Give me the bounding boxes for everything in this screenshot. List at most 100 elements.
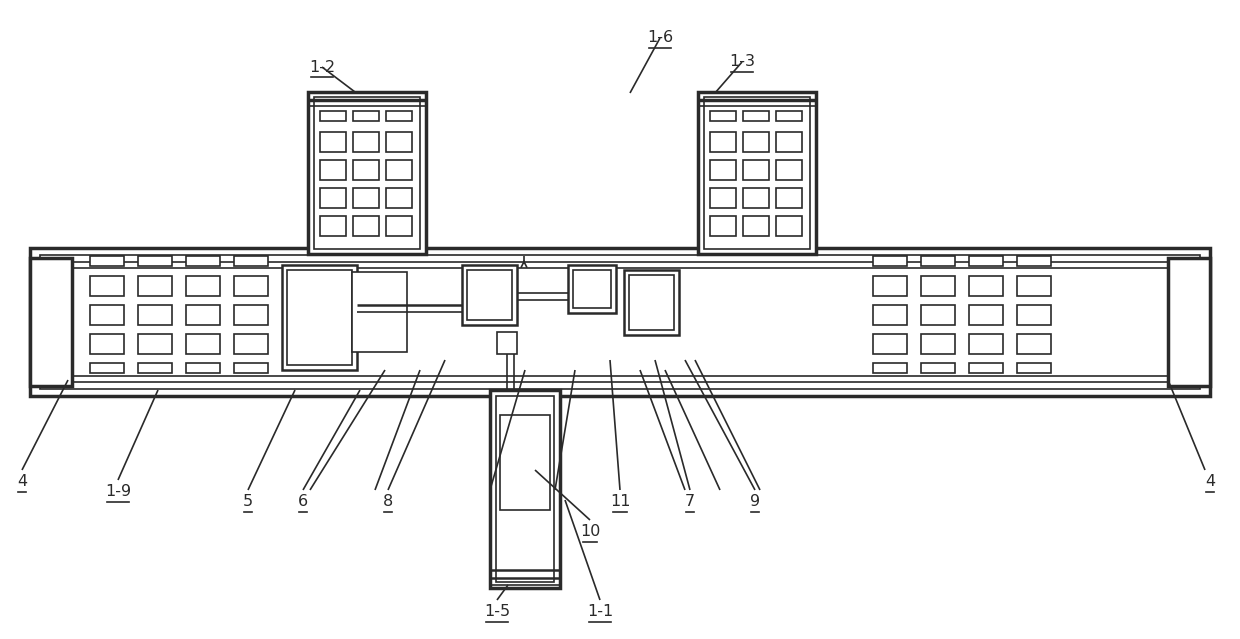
Bar [500, 415, 551, 510]
Bar [186, 363, 219, 373]
Bar [711, 111, 737, 121]
Bar [91, 305, 124, 325]
Text: 1-5: 1-5 [484, 604, 510, 619]
Text: 11: 11 [610, 495, 630, 509]
Text: 4: 4 [17, 475, 27, 489]
Bar [320, 132, 346, 152]
Bar [386, 160, 412, 180]
Bar [698, 92, 816, 254]
Bar [234, 334, 268, 354]
Bar [629, 275, 675, 330]
Bar [234, 276, 268, 296]
Bar [968, 363, 1003, 373]
Bar [314, 97, 420, 249]
Bar [776, 132, 802, 152]
Bar [743, 111, 769, 121]
Bar [496, 396, 554, 582]
Bar [711, 216, 737, 236]
Bar [711, 188, 737, 208]
Bar [30, 258, 72, 386]
Text: 1-9: 1-9 [105, 484, 131, 500]
Bar [921, 276, 955, 296]
Bar [40, 255, 1200, 389]
Bar [353, 132, 379, 152]
Bar [386, 188, 412, 208]
Bar [1017, 256, 1052, 266]
Bar [921, 305, 955, 325]
Bar [776, 111, 802, 121]
Bar [776, 216, 802, 236]
Text: 5: 5 [243, 495, 253, 509]
Bar [386, 111, 412, 121]
Bar [704, 97, 810, 249]
Bar [776, 160, 802, 180]
Bar [320, 188, 346, 208]
Bar [320, 111, 346, 121]
Bar [873, 256, 906, 266]
Bar [624, 270, 680, 335]
Bar [353, 160, 379, 180]
Text: 7: 7 [684, 495, 696, 509]
Bar [1017, 363, 1052, 373]
Bar [138, 363, 172, 373]
Bar [138, 305, 172, 325]
Bar [463, 265, 517, 325]
Bar [308, 92, 427, 254]
Bar [968, 256, 1003, 266]
Bar [320, 160, 346, 180]
Bar [234, 305, 268, 325]
Bar [497, 332, 517, 354]
Bar [286, 270, 352, 365]
Bar [968, 276, 1003, 296]
Bar [234, 256, 268, 266]
Text: 1-3: 1-3 [729, 54, 755, 70]
Bar [467, 270, 512, 320]
Text: 1-1: 1-1 [587, 604, 613, 619]
Bar [743, 188, 769, 208]
Bar [91, 276, 124, 296]
Bar [186, 334, 219, 354]
Bar [352, 272, 407, 352]
Bar [743, 216, 769, 236]
Bar [281, 265, 357, 370]
Text: 10: 10 [580, 525, 600, 539]
Bar [1017, 276, 1052, 296]
Bar [353, 188, 379, 208]
Bar [921, 256, 955, 266]
Bar [776, 188, 802, 208]
Bar [138, 256, 172, 266]
Bar [568, 265, 616, 313]
Text: 4: 4 [1205, 475, 1215, 489]
Bar [1017, 334, 1052, 354]
Bar [30, 248, 1210, 396]
Bar [234, 363, 268, 373]
Bar [711, 160, 737, 180]
Bar [873, 334, 906, 354]
Bar [921, 363, 955, 373]
Text: 8: 8 [383, 495, 393, 509]
Bar [743, 160, 769, 180]
Bar [386, 216, 412, 236]
Bar [873, 305, 906, 325]
Bar [186, 305, 219, 325]
Text: 6: 6 [298, 495, 308, 509]
Bar [386, 132, 412, 152]
Bar [873, 363, 906, 373]
Bar [1168, 258, 1210, 386]
Bar [968, 334, 1003, 354]
Bar [1017, 305, 1052, 325]
Bar [711, 132, 737, 152]
Text: 1-2: 1-2 [309, 59, 335, 75]
Bar [186, 276, 219, 296]
Text: 1-6: 1-6 [647, 31, 673, 45]
Bar [353, 111, 379, 121]
Bar [186, 256, 219, 266]
Bar [743, 132, 769, 152]
Bar [573, 270, 611, 308]
Bar [968, 305, 1003, 325]
Bar [490, 390, 560, 588]
Bar [320, 216, 346, 236]
Bar [91, 334, 124, 354]
Bar [91, 256, 124, 266]
Bar [873, 276, 906, 296]
